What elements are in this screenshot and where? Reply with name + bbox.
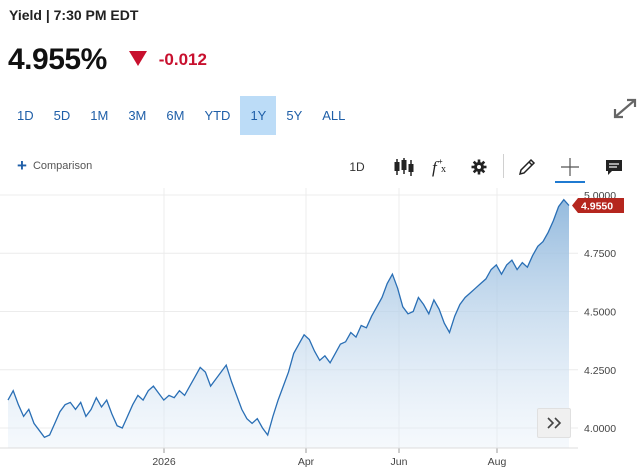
double-chevron-right-icon — [547, 417, 562, 429]
y-tick-label: 4.5000 — [584, 307, 616, 319]
svg-text:f: f — [432, 158, 439, 177]
chart-toolbar: + Comparison 1D f x + — [0, 152, 642, 184]
expand-icon[interactable] — [610, 96, 640, 122]
x-tick-label: Jun — [391, 456, 408, 468]
toolbar-divider — [503, 154, 504, 178]
svg-text:+: + — [438, 157, 443, 166]
x-tick-label: 2026 — [152, 456, 176, 468]
comment-icon[interactable] — [601, 152, 627, 182]
plus-icon: + — [17, 156, 27, 175]
range-tab-1d[interactable]: 1D — [17, 108, 34, 123]
chart-title: Yield | 7:30 PM EDT — [9, 7, 139, 23]
x-tick-label: Apr — [298, 456, 315, 468]
y-tick-label: 4.0000 — [584, 423, 616, 435]
quote-row: 4.955% -0.012 — [8, 42, 207, 78]
crosshair-icon[interactable] — [556, 152, 584, 182]
comparison-button[interactable]: + Comparison — [17, 156, 92, 176]
range-tab-6m[interactable]: 6M — [166, 108, 185, 123]
range-tab-ytd[interactable]: YTD — [204, 108, 231, 123]
interval-selector[interactable]: 1D — [349, 160, 365, 174]
range-tab-5y[interactable]: 5Y — [286, 108, 303, 123]
range-tab-3m[interactable]: 3M — [128, 108, 147, 123]
crosshair-active-indicator — [555, 181, 585, 183]
comparison-label: Comparison — [32, 160, 93, 172]
range-tab-all[interactable]: ALL — [322, 108, 346, 123]
yield-change: -0.012 — [158, 50, 207, 69]
gear-icon[interactable] — [468, 152, 490, 182]
candlestick-icon[interactable] — [392, 152, 416, 182]
range-tab-1y[interactable]: 1Y — [240, 96, 277, 135]
svg-text:x: x — [441, 164, 446, 175]
x-tick-label: Aug — [488, 456, 507, 468]
scroll-forward-button[interactable] — [537, 408, 571, 438]
last-price-label: 4.9550 — [581, 200, 613, 212]
yield-value: 4.955% — [8, 43, 107, 76]
y-tick-label: 4.2500 — [584, 365, 616, 377]
range-tab-5d[interactable]: 5D — [53, 108, 71, 123]
y-tick-label: 4.7500 — [584, 248, 616, 260]
yield-area — [8, 199, 569, 448]
function-icon[interactable]: f x + — [428, 152, 454, 182]
pencil-icon[interactable] — [514, 152, 540, 182]
range-tabs: 1D 5D 1M 3M 6M YTD 1Y 5Y ALL — [7, 96, 355, 135]
yield-line — [7, 198, 570, 439]
range-tab-1m[interactable]: 1M — [90, 108, 109, 123]
last-price-tag: 4.9550 — [572, 197, 624, 213]
triangle-down-icon — [128, 50, 147, 66]
